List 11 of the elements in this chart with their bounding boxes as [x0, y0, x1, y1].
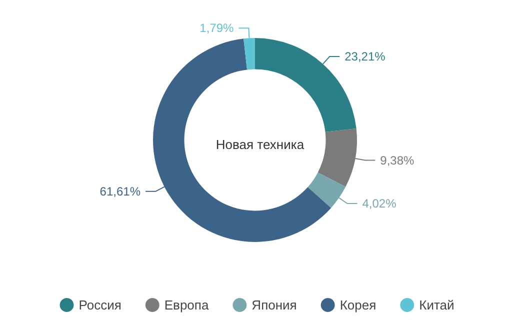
- data-label: 4,02%: [362, 196, 397, 211]
- data-label: 61,61%: [100, 184, 141, 198]
- data-label: 9,38%: [380, 153, 414, 168]
- data-label: 1,79%: [200, 21, 234, 36]
- legend-label: Япония: [252, 298, 297, 312]
- legend-label: Китай: [419, 298, 454, 312]
- legend-label: Европа: [164, 298, 210, 312]
- data-label: 23,21%: [344, 49, 386, 64]
- legend-label: Корея: [340, 298, 376, 312]
- text: Новая техника: [216, 137, 305, 152]
- legend-label: Россия: [78, 298, 122, 312]
